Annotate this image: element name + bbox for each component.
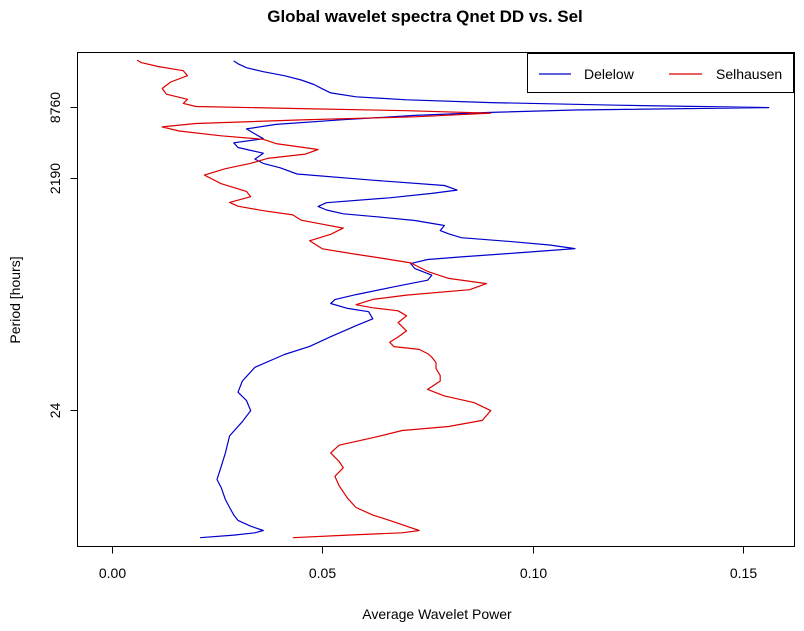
chart-title: Global wavelet spectra Qnet DD vs. Sel xyxy=(267,7,583,26)
x-tick-label: 0.15 xyxy=(730,565,757,581)
series-line-delelow xyxy=(200,60,770,539)
series-line-selhausen xyxy=(136,59,492,539)
legend-label-delelow: Delelow xyxy=(584,66,635,82)
x-tick-label: 0.00 xyxy=(99,565,126,581)
y-axis-label: Period [hours] xyxy=(7,256,23,343)
x-tick-label: 0.10 xyxy=(520,565,547,581)
y-tick-label: 24 xyxy=(47,403,63,419)
y-axis: 24 2190 8760 xyxy=(47,92,78,419)
legend: Delelow Selhausen xyxy=(527,53,794,93)
legend-box xyxy=(527,53,794,93)
plot-frame xyxy=(77,52,795,547)
y-tick-label: 2190 xyxy=(47,163,63,194)
series-layer xyxy=(136,59,770,539)
x-tick-label: 0.05 xyxy=(309,565,336,581)
x-axis-label: Average Wavelet Power xyxy=(362,606,512,622)
legend-label-selhausen: Selhausen xyxy=(716,66,782,82)
y-tick-label: 8760 xyxy=(47,92,63,123)
x-axis: 0.00 0.05 0.10 0.15 xyxy=(99,546,757,581)
